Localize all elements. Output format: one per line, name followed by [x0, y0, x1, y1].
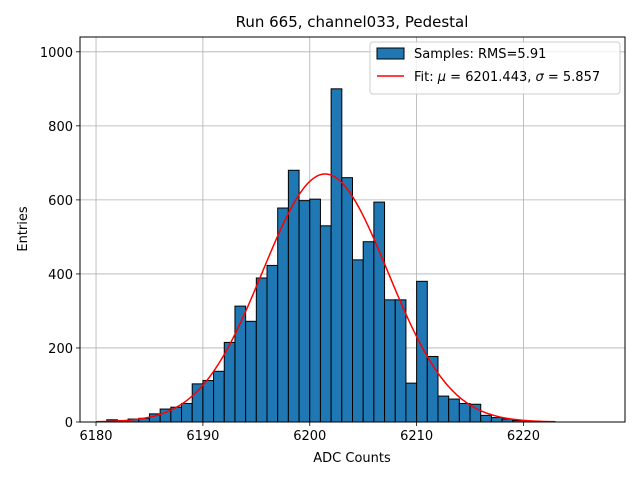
- legend-hist-label: Samples: RMS=5.91: [414, 47, 546, 62]
- legend-fit-prefix: Fit:: [414, 70, 438, 85]
- y-axis-label: Entries: [16, 206, 31, 252]
- x-tick-label: 6200: [293, 429, 326, 444]
- legend-hist-swatch: [376, 47, 405, 60]
- histogram-bar: [469, 403, 482, 423]
- histogram-bar: [480, 414, 492, 423]
- histogram-bar: [266, 264, 279, 423]
- legend-box: [369, 41, 621, 95]
- y-tick-label: 1000: [40, 46, 73, 61]
- histogram-bar: [384, 299, 396, 423]
- plot-frame: [79, 36, 626, 423]
- x-tick-label: 6220: [507, 429, 540, 444]
- histogram-bar: [416, 280, 428, 423]
- histogram-bar: [330, 88, 343, 423]
- histogram-bar: [202, 380, 215, 423]
- x-tick-label: 6210: [400, 429, 433, 444]
- histogram-bar: [181, 402, 193, 423]
- legend: Samples: RMS=5.91 Fit: μ = 6201.443, σ =…: [369, 41, 621, 95]
- histogram-bar: [341, 177, 353, 423]
- x-tick-label: 6190: [186, 429, 219, 444]
- x-axis-ticks: 6180 6190 6200 6210 6220: [79, 422, 540, 444]
- histogram-bar: [245, 320, 257, 423]
- y-axis-ticks: 0 200 400 600 800 1000: [40, 46, 80, 431]
- y-tick-label: 0: [65, 416, 73, 431]
- histogram-bar: [223, 341, 236, 423]
- histogram-bar: [437, 395, 450, 423]
- histogram-bar: [298, 200, 311, 423]
- legend-sigma-symbol: σ: [536, 70, 545, 85]
- y-tick-label: 400: [48, 268, 73, 283]
- histogram-bar: [394, 299, 407, 423]
- histogram-bar: [287, 169, 300, 423]
- histogram-bar: [191, 383, 204, 423]
- chart-title: Run 665, channel033, Pedestal: [236, 13, 469, 31]
- y-tick-label: 800: [48, 120, 73, 135]
- histogram-bar: [213, 370, 225, 423]
- histogram-bar: [373, 201, 386, 423]
- y-tick-label: 600: [48, 194, 73, 209]
- legend-mu-symbol: μ: [437, 70, 446, 85]
- x-tick-label: 6180: [79, 429, 112, 444]
- histogram-bar: [490, 417, 503, 423]
- fit-curve: [96, 173, 556, 423]
- histogram-bar: [255, 277, 268, 423]
- x-axis-label: ADC Counts: [313, 451, 391, 466]
- histogram-bar: [309, 198, 321, 423]
- histogram-bar: [319, 225, 332, 423]
- histogram-bar: [458, 402, 471, 423]
- legend-sigma-value: = 5.857: [544, 70, 600, 85]
- histogram-bar: [277, 207, 289, 423]
- histogram-bar: [352, 259, 364, 423]
- y-tick-label: 200: [48, 342, 73, 357]
- legend-mu-value: = 6201.443,: [446, 70, 535, 85]
- histogram-bar: [362, 241, 375, 423]
- legend-fit-label: Fit: μ = 6201.443, σ = 5.857: [414, 70, 600, 85]
- histogram-bar: [405, 382, 418, 423]
- histogram-bar: [448, 398, 460, 423]
